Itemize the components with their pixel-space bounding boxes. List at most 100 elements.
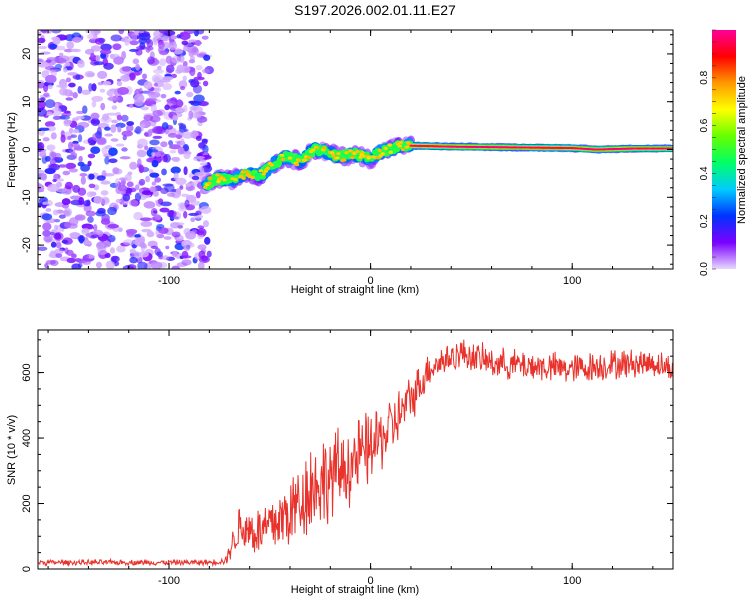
signal-core <box>335 156 340 160</box>
noise-blob <box>134 234 141 238</box>
noise-blob <box>117 184 128 192</box>
noise-blob <box>110 34 122 42</box>
noise-blob <box>38 61 49 68</box>
noise-blob <box>190 217 196 223</box>
noise-blob <box>145 175 151 183</box>
colorbar: 0.0 0.2 0.4 0.6 0.8 Normalized spectral ampl… <box>699 29 748 276</box>
noise-blob <box>186 91 194 98</box>
signal-core <box>355 149 360 154</box>
noise-blob <box>45 208 52 212</box>
noise-blob <box>183 211 188 219</box>
noise-blob <box>60 134 66 143</box>
noise-blob <box>95 131 103 139</box>
noise-blob <box>154 87 162 93</box>
noise-blob <box>43 235 53 243</box>
noise-blob <box>110 138 119 142</box>
noise-blob <box>109 247 115 254</box>
noise-blob <box>52 36 61 46</box>
noise-blob <box>137 261 148 269</box>
noise-blob <box>39 150 47 159</box>
noise-blob <box>168 140 174 146</box>
noise-blob <box>149 149 159 153</box>
noise-blob <box>151 159 159 168</box>
noise-blob <box>116 245 126 253</box>
noise-blob <box>68 148 76 155</box>
noise-blob <box>159 50 169 56</box>
noise-blob <box>131 32 138 42</box>
noise-blob <box>182 144 189 152</box>
signal-core <box>208 176 213 180</box>
noise-blob <box>108 147 118 156</box>
noise-blob <box>172 114 178 121</box>
noise-blob <box>75 110 84 115</box>
noise-blob <box>88 173 95 180</box>
noise-blob <box>53 231 64 241</box>
noise-blob <box>104 156 110 165</box>
noise-blob <box>138 251 149 258</box>
noise-blob <box>145 97 158 102</box>
noise-blob <box>87 33 97 40</box>
x-tick-label: -100 <box>158 575 180 587</box>
noise-blob <box>100 218 111 225</box>
noise-blob <box>55 57 67 64</box>
noise-blob <box>44 99 56 109</box>
noise-blob <box>181 250 189 259</box>
noise-blob <box>132 58 140 65</box>
noise-blob <box>189 67 196 77</box>
y-tick-label: 10 <box>21 96 33 108</box>
noise-blob <box>91 95 104 102</box>
noise-blob <box>72 36 82 43</box>
signal-core <box>348 149 353 153</box>
noise-blob <box>123 239 135 246</box>
noise-blob <box>105 260 115 269</box>
noise-blob <box>138 178 146 186</box>
noise-blob <box>152 110 163 117</box>
noise-blob <box>150 245 159 249</box>
noise-blob <box>52 179 57 183</box>
noise-blob <box>188 110 194 120</box>
y-tick-label: -20 <box>21 237 33 253</box>
noise-blob <box>184 199 190 208</box>
signal-core <box>280 157 286 162</box>
noise-blob <box>121 50 127 60</box>
noise-blob <box>162 183 174 187</box>
noise-blob <box>178 205 187 212</box>
noise-blob <box>154 151 161 157</box>
noise-blob <box>66 257 76 264</box>
noise-blob <box>72 128 80 134</box>
colorbar-tick-label: 0.2 <box>699 214 710 228</box>
noise-blob <box>100 116 112 124</box>
colorbar-ticks: 0.0 0.2 0.4 0.6 0.8 <box>699 29 716 276</box>
noise-blob <box>138 32 151 41</box>
noise-blob <box>152 135 163 139</box>
noise-blob <box>45 59 52 63</box>
noise-blob <box>201 154 212 160</box>
noise-blob <box>128 48 139 53</box>
noise-blob <box>110 124 117 133</box>
noise-blob <box>170 216 180 220</box>
noise-blob <box>188 59 196 64</box>
signal-core <box>361 154 366 158</box>
noise-blob <box>162 83 173 91</box>
noise-blob <box>75 74 81 80</box>
noise-blob <box>46 144 56 151</box>
noise-blob <box>69 91 74 97</box>
noise-blob <box>166 192 176 197</box>
noise-blob <box>181 193 190 198</box>
signal-core <box>275 160 283 166</box>
noise-blob <box>112 167 120 175</box>
noise-blob <box>80 176 86 185</box>
noise-blob <box>143 201 156 209</box>
noise-blob <box>40 173 47 181</box>
signal-core <box>314 146 320 150</box>
noise-blob <box>91 100 97 108</box>
signal-core <box>258 169 263 173</box>
snr-ylabel: SNR (10 * v/v) <box>6 415 18 485</box>
signal-core <box>344 151 349 155</box>
noise-blob <box>154 214 162 221</box>
signal-core <box>244 170 249 174</box>
noise-blob <box>54 102 59 112</box>
noise-blob <box>93 195 103 205</box>
